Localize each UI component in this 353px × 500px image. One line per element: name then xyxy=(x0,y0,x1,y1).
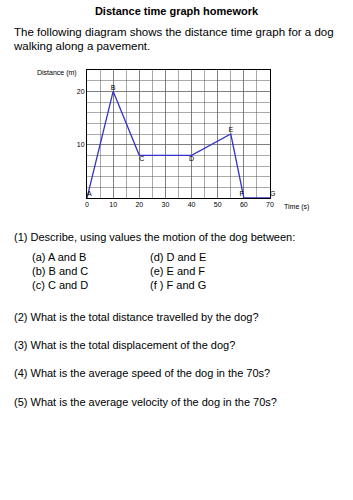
svg-text:D: D xyxy=(189,155,194,162)
html-text:(3) What is the total displace: (3) What is the total displacement of th… xyxy=(14,339,236,351)
svg-text:0: 0 xyxy=(85,201,89,208)
svg-text:40: 40 xyxy=(188,201,196,208)
html-text:(f ) F and G: (f ) F and G xyxy=(150,279,207,291)
svg-text:10: 10 xyxy=(77,141,85,148)
svg-text:A: A xyxy=(87,190,92,197)
svg-text:50: 50 xyxy=(214,201,222,208)
svg-text:E: E xyxy=(228,126,233,133)
html-text:Distance time graph homework: Distance time graph homework xyxy=(94,5,259,17)
html-text:(b) B and C: (b) B and C xyxy=(32,265,89,277)
html-text:(d) D and E: (d) D and E xyxy=(150,251,207,263)
svg-text:F: F xyxy=(240,190,244,197)
html-text:(a) A and B: (a) A and B xyxy=(32,251,87,263)
svg-text:G: G xyxy=(270,190,275,197)
html-text:(2) What is the total distance: (2) What is the total distance travelled… xyxy=(14,311,259,323)
svg-text:60: 60 xyxy=(240,201,248,208)
html-text:(e) E and F: (e) E and F xyxy=(150,265,205,277)
svg-text:C: C xyxy=(139,155,144,162)
html-text:The following diagram shows th: The following diagram shows the distance… xyxy=(14,26,334,52)
svg-text:Time (s): Time (s) xyxy=(284,203,309,211)
svg-text:10: 10 xyxy=(109,201,117,208)
svg-text:20: 20 xyxy=(135,201,143,208)
html-text:(1) Describe, using values the: (1) Describe, using values the motion of… xyxy=(14,231,296,243)
html-text:(5) What is the average veloci: (5) What is the average velocity of the … xyxy=(14,396,277,408)
svg-text:30: 30 xyxy=(162,201,170,208)
svg-text:20: 20 xyxy=(77,88,85,95)
svg-text:70: 70 xyxy=(266,201,274,208)
svg-text:Distance (m): Distance (m) xyxy=(37,69,77,77)
svg-text:B: B xyxy=(111,84,116,91)
html-text:(4) What is the average speed: (4) What is the average speed of the dog… xyxy=(14,367,271,379)
html-text:(c) C and D: (c) C and D xyxy=(32,279,89,291)
